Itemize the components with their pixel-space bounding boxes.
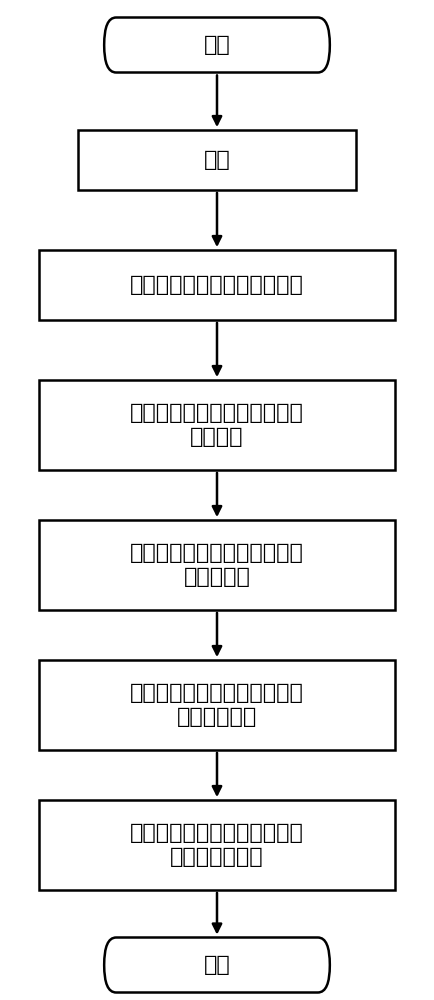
FancyBboxPatch shape bbox=[39, 660, 395, 750]
FancyBboxPatch shape bbox=[39, 800, 395, 890]
FancyBboxPatch shape bbox=[104, 17, 330, 73]
FancyBboxPatch shape bbox=[39, 380, 395, 470]
FancyBboxPatch shape bbox=[39, 520, 395, 610]
Text: 结束: 结束 bbox=[204, 955, 230, 975]
Text: 使用滑动窗口平均滤波处理太
赫兹光谱: 使用滑动窗口平均滤波处理太 赫兹光谱 bbox=[130, 403, 304, 447]
Text: 使用核主成分分析进行降维处
理、提取特征: 使用核主成分分析进行降维处 理、提取特征 bbox=[130, 683, 304, 727]
Text: 制样: 制样 bbox=[204, 150, 230, 170]
FancyBboxPatch shape bbox=[104, 938, 330, 992]
Text: 使用太赫兹光谱系统测量样品: 使用太赫兹光谱系统测量样品 bbox=[130, 275, 304, 295]
Text: 将降维后的特征输入支持向量
机进行物质识别: 将降维后的特征输入支持向量 机进行物质识别 bbox=[130, 823, 304, 867]
FancyBboxPatch shape bbox=[39, 250, 395, 320]
Text: 使用径向基函数映射去噪后的
太赫兹光谱: 使用径向基函数映射去噪后的 太赫兹光谱 bbox=[130, 543, 304, 587]
Text: 开始: 开始 bbox=[204, 35, 230, 55]
FancyBboxPatch shape bbox=[78, 130, 356, 190]
